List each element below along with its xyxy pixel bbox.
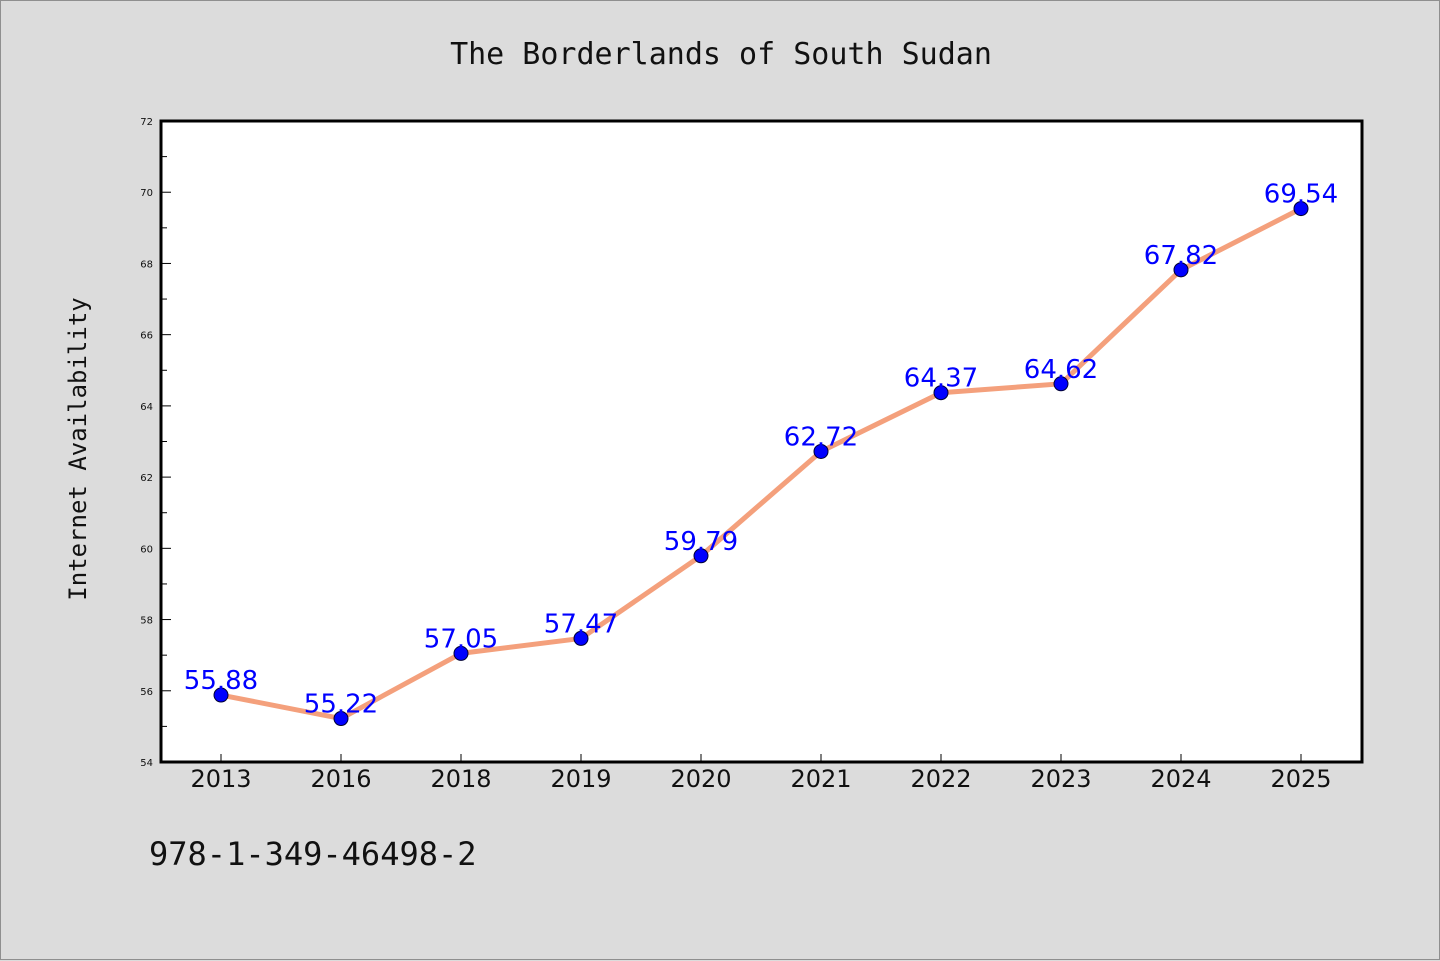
data-label: 55.22 bbox=[304, 690, 378, 720]
data-point bbox=[933, 385, 949, 401]
series-line bbox=[218, 206, 1304, 722]
plot-area bbox=[161, 121, 1362, 762]
x-tick-label: 2016 bbox=[310, 765, 371, 793]
y-tick-label: 60 bbox=[140, 544, 153, 555]
data-label: 67.82 bbox=[1144, 241, 1218, 271]
y-tick-label: 70 bbox=[140, 188, 153, 199]
plot-frame bbox=[159, 119, 1364, 764]
chart-title: The Borderlands of South Sudan bbox=[450, 37, 992, 72]
y-tick-label: 68 bbox=[140, 259, 153, 270]
data-label: 64.37 bbox=[904, 364, 978, 394]
y-tick-label: 54 bbox=[140, 758, 153, 769]
x-tick-label: 2019 bbox=[550, 765, 611, 793]
x-tick-label: 2023 bbox=[1030, 765, 1091, 793]
data-point bbox=[213, 687, 229, 703]
y-tick-label: 58 bbox=[140, 616, 153, 627]
data-labels: 55.88 55.22 57.05 57.47 59.79 62.72 64.37 64.62… bbox=[184, 180, 1338, 720]
y-tick-label: 66 bbox=[140, 331, 153, 342]
data-label: 55.88 bbox=[184, 666, 258, 696]
y-tick-label: 64 bbox=[140, 402, 153, 413]
x-tick-label: 2021 bbox=[790, 765, 851, 793]
footer-code: 978-1-349-46498-2 bbox=[149, 835, 477, 873]
data-point bbox=[813, 443, 829, 459]
data-point bbox=[573, 630, 589, 646]
data-point bbox=[333, 711, 349, 727]
data-point bbox=[693, 548, 709, 564]
data-label: 69.54 bbox=[1264, 180, 1338, 210]
x-tick-label: 2020 bbox=[670, 765, 731, 793]
data-point bbox=[1053, 376, 1069, 392]
x-tick-label: 2022 bbox=[910, 765, 971, 793]
series-polyline bbox=[218, 206, 1304, 722]
y-tick-label: 62 bbox=[140, 473, 153, 484]
x-axis: 2013 2016 2018 2019 2020 2021 2022 2023 2024 2025 bbox=[190, 754, 1332, 793]
data-label: 64.62 bbox=[1024, 355, 1098, 385]
y-axis-label: Internet Availability bbox=[64, 297, 92, 600]
data-label: 57.47 bbox=[544, 609, 618, 639]
data-label: 59.79 bbox=[664, 527, 738, 557]
x-tick-label: 2025 bbox=[1270, 765, 1331, 793]
y-tick-label: 56 bbox=[140, 687, 153, 698]
series-markers bbox=[213, 201, 1309, 727]
x-tick-label: 2024 bbox=[1150, 765, 1211, 793]
x-tick-label: 2013 bbox=[190, 765, 251, 793]
data-label: 62.72 bbox=[784, 422, 858, 452]
data-point bbox=[1173, 262, 1189, 278]
y-tick-label: 72 bbox=[140, 117, 153, 128]
data-point bbox=[453, 645, 469, 661]
x-tick-label: 2018 bbox=[430, 765, 491, 793]
data-label: 57.05 bbox=[424, 624, 498, 654]
data-point bbox=[1293, 201, 1309, 217]
